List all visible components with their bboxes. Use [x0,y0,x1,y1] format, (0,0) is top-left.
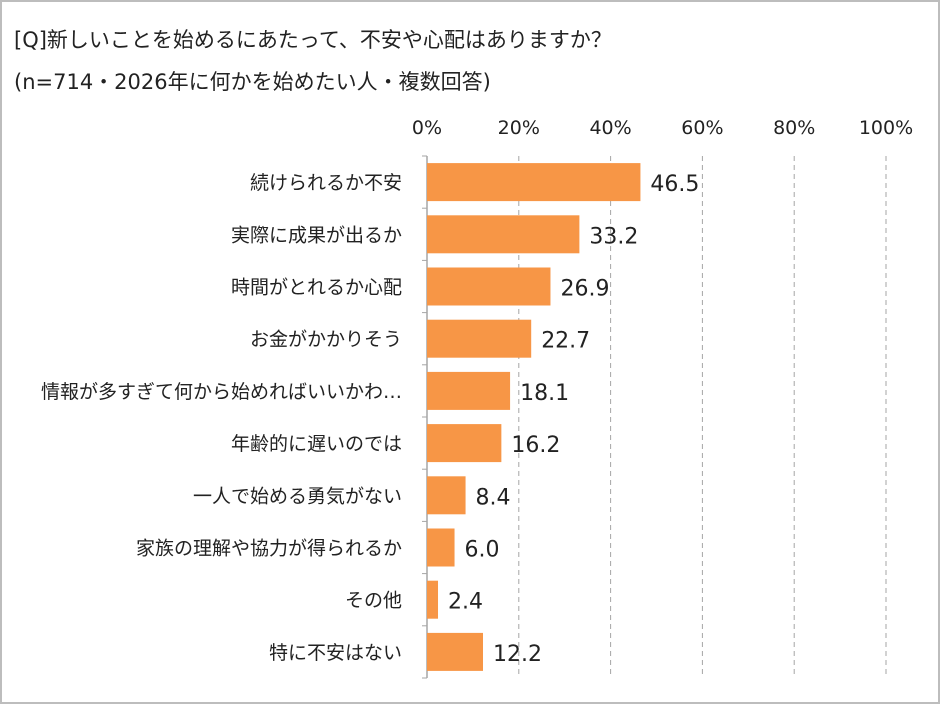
category-label: 家族の理解や協力が得られるか [136,538,402,560]
data-label: 6.0 [465,538,500,563]
category-label: その他 [345,590,402,612]
data-label: 33.2 [589,224,638,249]
category-label: 実際に成果が出るか [231,224,402,246]
data-label: 16.2 [511,433,560,458]
data-label: 26.9 [560,277,609,302]
data-label: 46.5 [650,172,699,197]
category-label: 特に不安はない [269,642,402,664]
x-tick-label: 20% [498,117,540,139]
x-tick-label: 80% [773,117,815,139]
bar [427,267,551,306]
category-label: 情報が多すぎて何から始めればいいかわ… [41,381,402,403]
data-label: 12.2 [493,642,542,667]
x-tick-label: 40% [589,117,631,139]
chart-subtitle: (n=714・2026年に何かを始めたい人・複数回答) [14,70,491,94]
chart-title: [Q]新しいことを始めるにあたって、不安や心配はありますか？ [14,28,612,52]
category-label: 続けられるか不安 [250,172,402,194]
bar [427,215,580,254]
x-tick-label: 100% [859,117,913,139]
category-label: 年齢的に遅いのでは [231,433,402,455]
bar [427,476,466,515]
bar [427,319,532,358]
x-tick-label: 60% [681,117,723,139]
data-label: 22.7 [541,329,590,354]
bar [427,528,455,567]
category-label: お金がかかりそう [250,329,402,351]
bar [427,632,483,671]
x-tick-label: 0% [412,117,442,139]
data-label: 18.1 [520,381,569,406]
bar [427,424,502,463]
bar [427,580,439,619]
data-label: 8.4 [476,485,511,510]
bar [427,163,641,202]
category-label: 一人で始める勇気がない [193,485,402,507]
bar [427,371,511,410]
category-label: 時間がとれるか心配 [231,277,402,299]
data-label: 2.4 [448,590,483,615]
